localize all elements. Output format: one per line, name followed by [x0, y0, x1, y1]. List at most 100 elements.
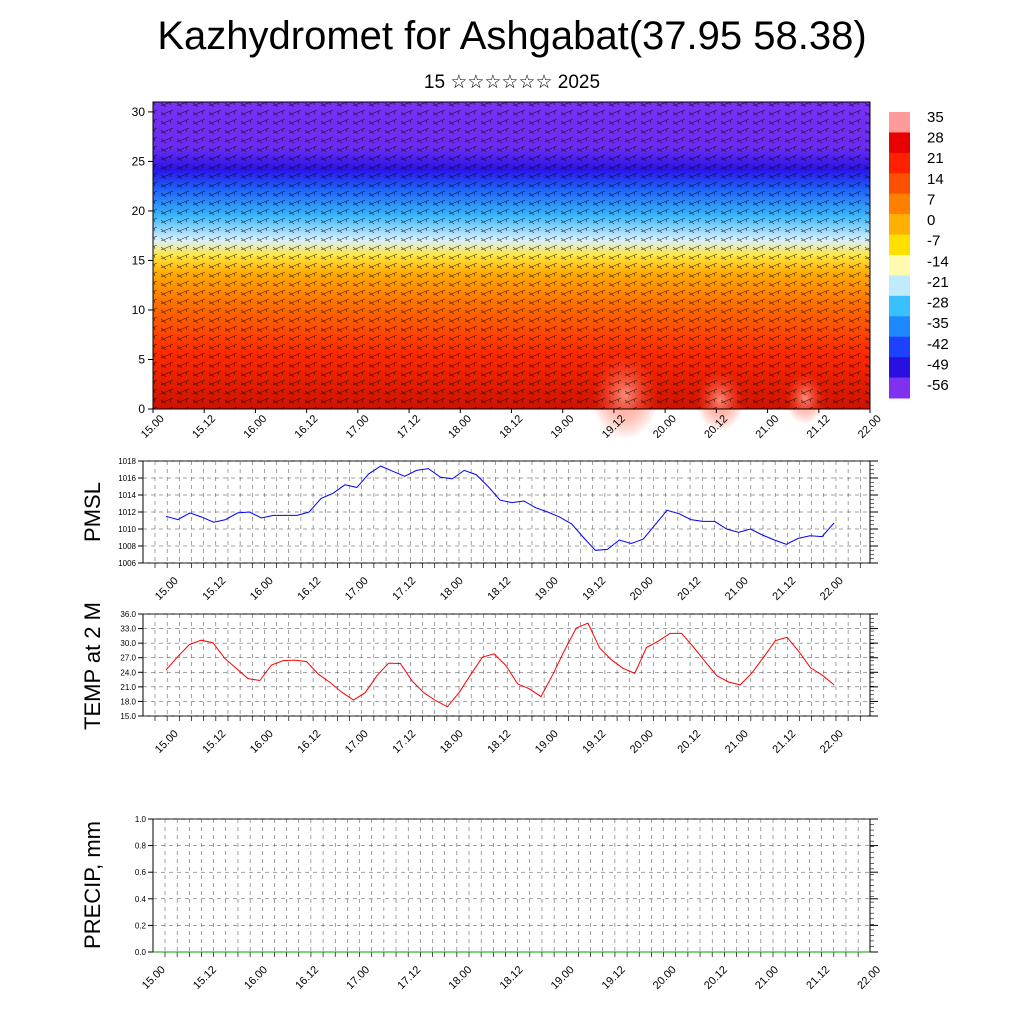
colorbar-label: -28: [927, 295, 949, 312]
temp-y-tick-label: 27.0: [120, 654, 136, 663]
colorbar-segment: [889, 112, 910, 133]
colorbar-segment: [889, 173, 910, 195]
pmsl-x-tick-label: 17.00: [343, 575, 371, 603]
temp-x-tick-label: 21.00: [723, 728, 751, 756]
pmsl-x-tick-label: 18.12: [485, 575, 513, 603]
temp-x-tick-label: 18.12: [485, 728, 513, 756]
precip-x-tick-label: 20.12: [702, 964, 730, 992]
pmsl-y-tick-label: 1010: [118, 525, 136, 534]
pmsl-x-tick-label: 22.00: [818, 575, 846, 603]
pmsl-x-tick-label: 17.12: [390, 575, 418, 603]
temp-x-tick-label: 17.00: [343, 728, 371, 756]
temp-y-tick-label: 30.0: [120, 639, 136, 648]
precip-x-tick-label: 21.12: [804, 964, 832, 992]
precip-y-tick-label: 0.4: [135, 895, 147, 904]
heatmap-x-tick-label: 22.00: [856, 413, 884, 441]
precip-y-axis-label: PRECIP, mm: [80, 821, 105, 949]
precip-x-tick-label: 19.00: [549, 964, 577, 992]
colorbar-segment: [889, 214, 910, 236]
colorbar-segment: [889, 357, 910, 379]
heatmap-x-tick-label: 16.12: [293, 413, 321, 441]
heatmap-x-tick-label: 21.00: [753, 413, 781, 441]
colorbar-label: -56: [927, 377, 949, 394]
precip-x-tick-label: 22.00: [855, 964, 883, 992]
pmsl-x-tick-label: 15.00: [153, 575, 181, 603]
pmsl-y-tick-label: 1006: [118, 559, 136, 568]
pmsl-x-tick-label: 20.12: [675, 575, 703, 603]
pmsl-y-tick-label: 1014: [118, 491, 136, 500]
colorbar-label: -7: [927, 233, 940, 250]
heatmap-x-tick-label: 15.00: [139, 413, 167, 441]
heatmap-x-tick-label: 17.00: [344, 413, 372, 441]
precip-y-tick-label: 0.6: [135, 868, 147, 877]
precip-y-tick-label: 0.2: [135, 921, 147, 930]
heatmap-x-tick-label: 19.00: [549, 413, 577, 441]
colorbar-segment: [889, 234, 910, 256]
precip-x-tick-label: 20.00: [651, 964, 679, 992]
colorbar-segment: [889, 275, 910, 297]
precip-x-tick-label: 15.12: [191, 964, 219, 992]
colorbar-label: -21: [927, 274, 949, 291]
temp-y-axis-label: TEMP at 2 M: [80, 602, 105, 730]
colorbar-label: -35: [927, 315, 949, 332]
colorbar-label: -49: [927, 356, 949, 373]
temp-x-tick-label: 19.12: [580, 728, 608, 756]
heatmap-y-tick-label: 0: [138, 402, 145, 416]
temp-x-tick-label: 16.12: [295, 728, 323, 756]
colorbar-segment: [889, 377, 910, 399]
temp-x-tick-label: 16.00: [248, 728, 276, 756]
temp-x-tick-label: 15.12: [200, 728, 228, 756]
pmsl-x-tick-label: 19.00: [533, 575, 561, 603]
heatmap-y-tick-label: 5: [138, 352, 145, 366]
heatmap-x-tick-label: 20.00: [651, 413, 679, 441]
precip-x-tick-label: 18.12: [498, 964, 526, 992]
heatmap-x-tick-label: 17.12: [395, 413, 423, 441]
chart-title: Kazhydromet for Ashgabat(37.95 58.38): [157, 14, 867, 58]
heatmap-x-tick-label: 15.12: [190, 413, 218, 441]
pmsl-x-tick-label: 16.00: [248, 575, 276, 603]
pmsl-series-line: [165, 465, 835, 551]
temp-y-tick-label: 15.0: [120, 712, 136, 721]
wind-barbs: [153, 102, 870, 409]
pmsl-y-tick-label: 1008: [118, 542, 136, 551]
colorbar-segment: [889, 152, 910, 174]
precip-x-tick-label: 21.00: [753, 964, 781, 992]
pmsl-x-tick-label: 19.12: [580, 575, 608, 603]
colorbar-label: -42: [927, 336, 949, 353]
colorbar-segment: [889, 316, 910, 338]
temp-x-tick-label: 20.12: [675, 728, 703, 756]
heatmap-y-tick-label: 10: [132, 303, 146, 317]
temp-y-tick-label: 18.0: [120, 697, 136, 706]
colorbar-label: 7: [927, 191, 935, 208]
temp-x-tick-label: 18.00: [438, 728, 466, 756]
chart-subtitle: 15 ☆☆☆☆☆☆ 2025: [423, 72, 601, 93]
heatmap-y-tick-label: 25: [132, 154, 146, 168]
precip-x-tick-label: 18.00: [447, 964, 475, 992]
temp-series-line: [165, 622, 835, 708]
pmsl-x-tick-label: 18.00: [438, 575, 466, 603]
precip-x-tick-label: 17.00: [344, 964, 372, 992]
heatmap-y-tick-label: 15: [132, 253, 146, 267]
temp-x-tick-label: 17.12: [390, 728, 418, 756]
colorbar-label: 14: [927, 171, 944, 188]
colorbar-label: -14: [927, 253, 949, 270]
pmsl-x-tick-label: 15.12: [200, 575, 228, 603]
colorbar-label: 21: [927, 150, 944, 167]
precip-x-tick-label: 19.12: [600, 964, 628, 992]
temp-x-tick-label: 21.12: [770, 728, 798, 756]
pmsl-y-axis-label: PMSL: [80, 482, 105, 542]
precip-x-tick-label: 16.00: [242, 964, 270, 992]
pmsl-x-tick-label: 21.12: [770, 575, 798, 603]
temp-y-tick-label: 24.0: [120, 668, 136, 677]
precip-frame: [152, 818, 871, 953]
colorbar-label: 0: [927, 212, 935, 229]
colorbar-segment: [889, 193, 910, 215]
pmsl-x-tick-label: 20.00: [628, 575, 656, 603]
temp-y-tick-label: 33.0: [120, 625, 136, 634]
colorbar-label: 35: [927, 109, 944, 126]
heatmap-x-tick-label: 18.00: [446, 413, 474, 441]
temp-x-tick-label: 15.00: [153, 728, 181, 756]
precip-y-tick-label: 0.0: [135, 948, 147, 957]
heatmap-x-tick-label: 18.12: [497, 413, 525, 441]
precip-y-tick-label: 0.8: [135, 842, 147, 851]
